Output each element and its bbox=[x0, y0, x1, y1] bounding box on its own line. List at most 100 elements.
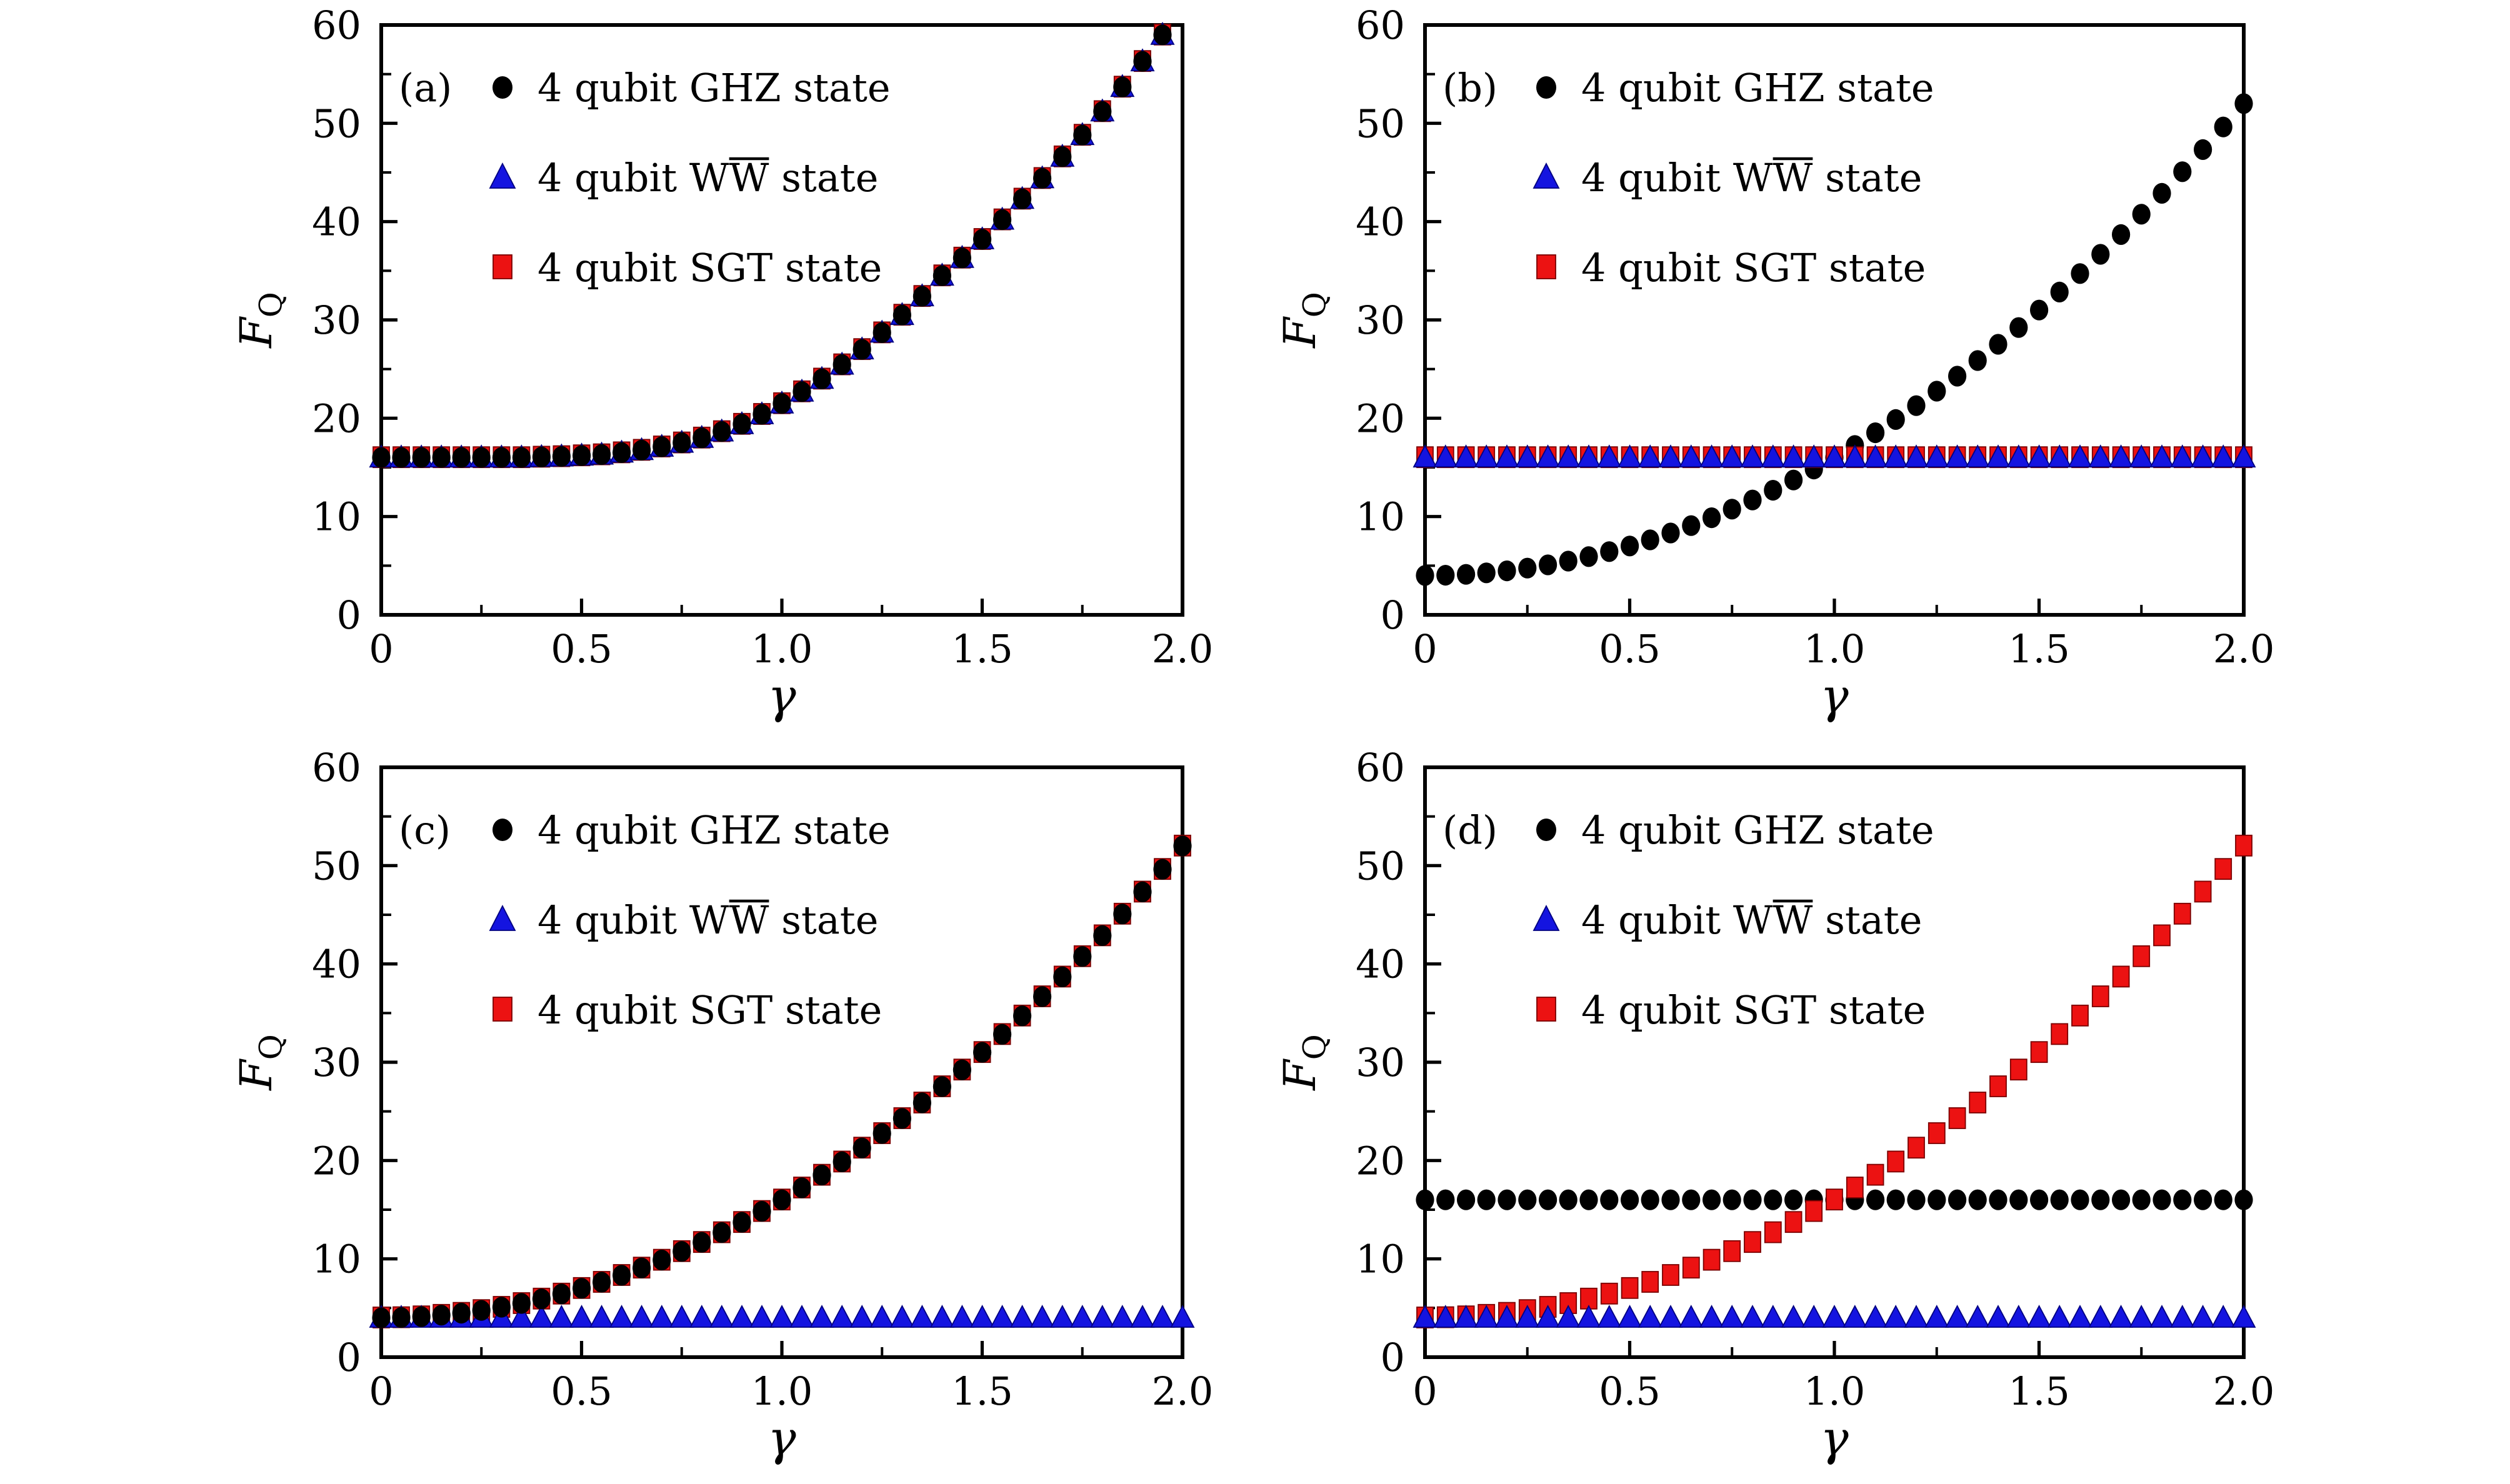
ghz-circle-marker bbox=[1539, 554, 1558, 575]
wwbar-triangle-marker bbox=[1030, 1304, 1055, 1327]
wwbar-triangle-marker bbox=[1638, 444, 1662, 468]
subplot-a: 0 0.5 1.0 1.5 2.0 0 10 20 30 40 50 60 γ FQ (a) 4 qubit … bbox=[231, 2, 1214, 724]
sgt-square-marker bbox=[1948, 1107, 1966, 1128]
wwbar-triangle-marker bbox=[1842, 1304, 1868, 1327]
x-axis-label: γ bbox=[768, 668, 796, 724]
wwbar-triangle-marker bbox=[1822, 1304, 1847, 1327]
wwbar-triangle-marker bbox=[1474, 1304, 1499, 1327]
ghz-circle-marker bbox=[892, 304, 911, 326]
y-tick-labels: 0 10 20 30 40 50 60 bbox=[312, 744, 361, 1380]
wwbar-triangle-marker bbox=[709, 1304, 734, 1327]
y-axis-label: FQ bbox=[231, 1033, 289, 1091]
plot-frame bbox=[1423, 23, 2246, 617]
ghz-circle-marker bbox=[632, 439, 651, 461]
x-tick-label: 1.5 bbox=[2008, 626, 2070, 672]
x-tick-label: 1.5 bbox=[951, 626, 1013, 672]
sgt-square-marker bbox=[2071, 1003, 2089, 1026]
y-tick-label: 40 bbox=[312, 941, 361, 987]
wwbar-triangle-marker bbox=[729, 1304, 754, 1327]
wwbar-triangle-marker bbox=[1536, 1304, 1561, 1327]
ghz-circle-marker bbox=[973, 1041, 992, 1062]
y-tick-label: 20 bbox=[1356, 396, 1405, 441]
ghz-circle-marker bbox=[532, 1288, 551, 1309]
y-tick-label: 20 bbox=[1356, 1137, 1405, 1183]
ghz-circle-marker bbox=[472, 1299, 491, 1320]
wwbar-triangle-marker bbox=[970, 1304, 995, 1327]
ghz-circle-marker bbox=[2091, 244, 2110, 265]
ghz-circle-marker bbox=[612, 1264, 631, 1285]
ghz-circle-marker bbox=[1073, 124, 1092, 146]
ghz-circle-marker bbox=[1764, 480, 1782, 501]
square-marker-icon bbox=[492, 254, 512, 279]
ghz-circle-marker bbox=[1113, 76, 1132, 97]
x-tick-label: 1.5 bbox=[951, 1368, 1013, 1413]
wwbar-triangle-marker bbox=[1070, 1304, 1095, 1327]
circle-marker-icon bbox=[492, 76, 512, 99]
y-tick-label: 40 bbox=[1356, 941, 1405, 987]
ghz-circle-marker bbox=[1033, 985, 1052, 1007]
wwbar-triangle-marker bbox=[2149, 444, 2174, 468]
wwbar-triangle-marker bbox=[1494, 444, 1519, 468]
triangle-marker-icon bbox=[1532, 162, 1560, 189]
ghz-circle-marker bbox=[832, 1150, 851, 1172]
ghz-circle-marker bbox=[1477, 562, 1496, 584]
wwbar-triangle-marker bbox=[869, 1304, 894, 1327]
series-ghz bbox=[372, 835, 1192, 1328]
ghz-circle-marker bbox=[1886, 409, 1905, 431]
ghz-circle-marker bbox=[1784, 1188, 1803, 1210]
ghz-circle-marker bbox=[2071, 263, 2089, 284]
ghz-circle-marker bbox=[1113, 903, 1132, 924]
x-tick-label: 1.0 bbox=[751, 626, 813, 672]
wwbar-triangle-marker bbox=[2047, 1304, 2072, 1327]
legend: 4 qubit GHZ state 4 qubit WW state 4 qubit… bbox=[1532, 65, 1934, 291]
wwbar-triangle-marker bbox=[929, 1304, 954, 1327]
series-wwbar bbox=[1412, 1304, 2256, 1327]
legend-label-sgt: 4 qubit SGT state bbox=[1581, 245, 1926, 291]
ghz-circle-marker bbox=[932, 265, 951, 286]
wwbar-triangle-marker bbox=[569, 1304, 594, 1327]
wwbar-triangle-marker bbox=[1597, 444, 1622, 468]
ghz-circle-marker bbox=[973, 229, 992, 250]
ghz-circle-marker bbox=[1013, 188, 1032, 209]
legend: 4 qubit GHZ state 4 qubit WW state 4 qubit… bbox=[1532, 807, 1934, 1032]
ghz-circle-marker bbox=[392, 447, 411, 468]
ghz-circle-marker bbox=[492, 447, 511, 468]
sgt-square-marker bbox=[1866, 1163, 1884, 1185]
ghz-circle-marker bbox=[512, 1292, 531, 1313]
legend-label-wwbar: 4 qubit WW state bbox=[538, 897, 878, 942]
x-tick-label: 0 bbox=[369, 626, 393, 672]
sgt-square-marker bbox=[2112, 965, 2130, 987]
y-tick-label: 60 bbox=[1356, 2, 1405, 48]
ghz-circle-marker bbox=[712, 421, 731, 442]
ghz-circle-marker bbox=[812, 368, 831, 390]
wwbar-triangle-marker bbox=[1699, 1304, 1724, 1327]
legend-label-sgt: 4 qubit SGT state bbox=[538, 245, 882, 291]
x-tick-label: 2.0 bbox=[1152, 626, 1214, 672]
legend-label-ghz: 4 qubit GHZ state bbox=[1581, 65, 1934, 111]
y-tick-label: 0 bbox=[1381, 592, 1405, 638]
panel-label-b: (b) bbox=[1442, 65, 1498, 111]
wwbar-triangle-marker bbox=[609, 1304, 634, 1327]
ghz-circle-marker bbox=[1093, 924, 1112, 945]
legend-label-wwbar: 4 qubit WW state bbox=[1581, 155, 1922, 201]
wwbar-triangle-marker bbox=[2006, 1304, 2031, 1327]
y-tick-label: 0 bbox=[1381, 1334, 1405, 1380]
wwbar-triangle-marker bbox=[749, 1304, 774, 1327]
wwbar-triangle-marker bbox=[1090, 1304, 1115, 1327]
y-tick-label: 30 bbox=[1356, 1039, 1405, 1085]
x-tick-label: 2.0 bbox=[2213, 626, 2275, 672]
ghz-circle-marker bbox=[2050, 281, 2069, 302]
x-tick-label: 2.0 bbox=[2213, 1368, 2275, 1413]
wwbar-triangle-marker bbox=[2170, 444, 2195, 468]
ghz-circle-marker bbox=[452, 1302, 471, 1323]
wwbar-triangle-marker bbox=[990, 1304, 1015, 1327]
wwbar-triangle-marker bbox=[2027, 1304, 2052, 1327]
legend-entry-sgt: 4 qubit SGT state bbox=[492, 987, 882, 1032]
wwbar-triangle-marker bbox=[1904, 444, 1929, 468]
ghz-circle-marker bbox=[2214, 116, 2232, 137]
wwbar-triangle-marker bbox=[1618, 444, 1642, 468]
sgt-square-marker bbox=[1621, 1276, 1639, 1298]
ghz-circle-marker bbox=[732, 414, 751, 435]
series-sgt bbox=[1416, 834, 2252, 1328]
ghz-circle-marker bbox=[1907, 395, 1926, 416]
